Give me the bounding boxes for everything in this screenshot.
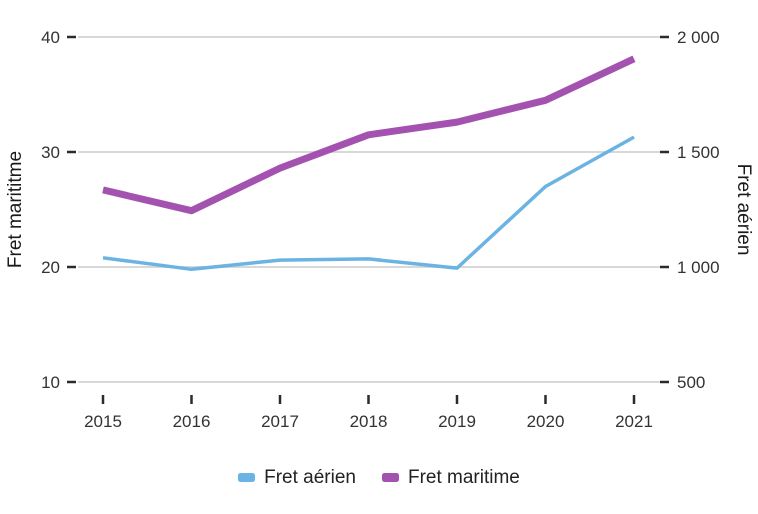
left-axis-title: Fret marititme <box>5 151 26 268</box>
right-axis-tick-label: 1 500 <box>677 143 720 162</box>
legend-label: Fret maritime <box>407 467 520 488</box>
series-line-fret-aerien <box>102 135 635 272</box>
left-axis-tick-label: 40 <box>41 28 60 47</box>
x-axis-tick-label: 2016 <box>173 412 211 431</box>
legend-item-fret-maritime: Fret maritime <box>381 467 520 488</box>
legend-swatch-icon <box>238 473 256 482</box>
right-axis-tick-label: 2 000 <box>677 28 720 47</box>
legend-swatch-icon <box>381 473 399 482</box>
chart-legend: Fret aérien Fret maritime <box>0 468 758 487</box>
series-line-fret-maritime <box>102 55 636 215</box>
legend-label: Fret aérien <box>264 467 356 488</box>
left-axis-tick-label: 30 <box>41 143 60 162</box>
x-axis-tick-label: 2017 <box>261 412 299 431</box>
x-axis-tick-label: 2021 <box>615 412 653 431</box>
legend-item-fret-aerien: Fret aérien <box>238 468 356 487</box>
left-axis-tick-label: 10 <box>41 373 60 392</box>
right-axis-tick-label: 500 <box>677 373 705 392</box>
right-axis-title: Fret aérien <box>733 164 754 256</box>
right-axis-tick-label: 1 000 <box>677 258 720 277</box>
x-axis-tick-label: 2015 <box>84 412 122 431</box>
chart-canvas: 40 2 000 30 1 500 20 1 000 10 500 2015 2016 2017 20… <box>5 28 754 431</box>
x-axis-tick-label: 2020 <box>527 412 565 431</box>
x-axis-tick-label: 2018 <box>350 412 388 431</box>
x-axis-tick-label: 2019 <box>438 412 476 431</box>
left-axis-tick-label: 20 <box>41 258 60 277</box>
